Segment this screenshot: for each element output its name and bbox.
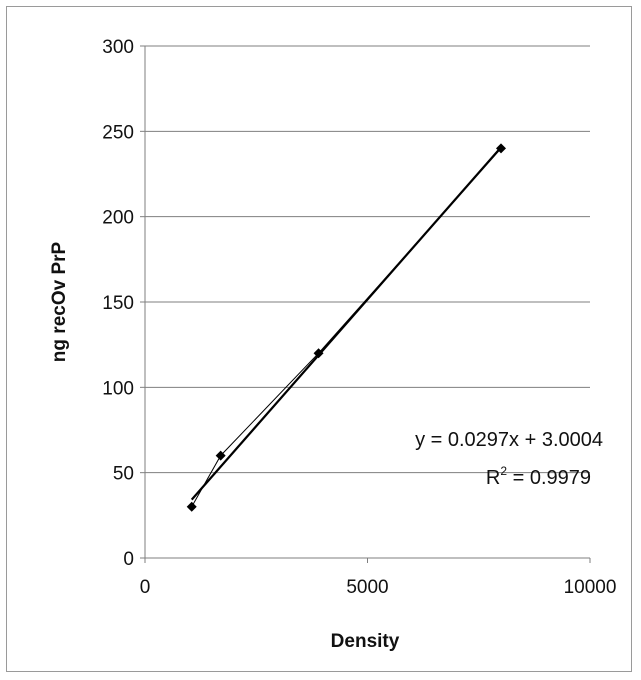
- axes-layer: [140, 45, 591, 563]
- data-point-1: [186, 501, 197, 512]
- y-axis-title: ng recOv PrP: [49, 241, 70, 362]
- y-tick-label-100: 100: [102, 378, 134, 399]
- y-tick-label-200: 200: [102, 208, 134, 229]
- tick-layer: 0 50 100 150 200 250 300 0 5000 10000: [102, 37, 616, 598]
- marker-layer: [186, 143, 506, 512]
- y-tick-label-300: 300: [102, 37, 134, 58]
- y-tick-label-0: 0: [123, 549, 134, 570]
- y-tick-label-50: 50: [113, 464, 134, 485]
- data-point-2: [215, 450, 226, 461]
- x-axis-title: Density: [331, 631, 400, 652]
- data-point-4: [496, 143, 506, 154]
- trendline-equation: y = 0.0297x + 3.0004: [415, 429, 603, 451]
- r-squared-exponent: 2: [500, 464, 507, 478]
- grid-layer: [145, 45, 590, 474]
- r-squared-label: R2 = 0.9979: [486, 464, 591, 489]
- series-line: [191, 148, 502, 508]
- y-tick-label-250: 250: [102, 122, 134, 143]
- y-tick-label-150: 150: [102, 293, 134, 314]
- data-point-3: [313, 348, 324, 359]
- x-tick-label-0: 0: [140, 577, 151, 598]
- chart-frame: [6, 6, 632, 672]
- r-squared-value: = 0.9979: [507, 467, 591, 489]
- series-layer: [190, 146, 502, 508]
- x-tick-label-5000: 5000: [346, 577, 388, 598]
- x-tick-label-10000: 10000: [564, 577, 617, 598]
- r-squared-prefix: R: [486, 467, 500, 489]
